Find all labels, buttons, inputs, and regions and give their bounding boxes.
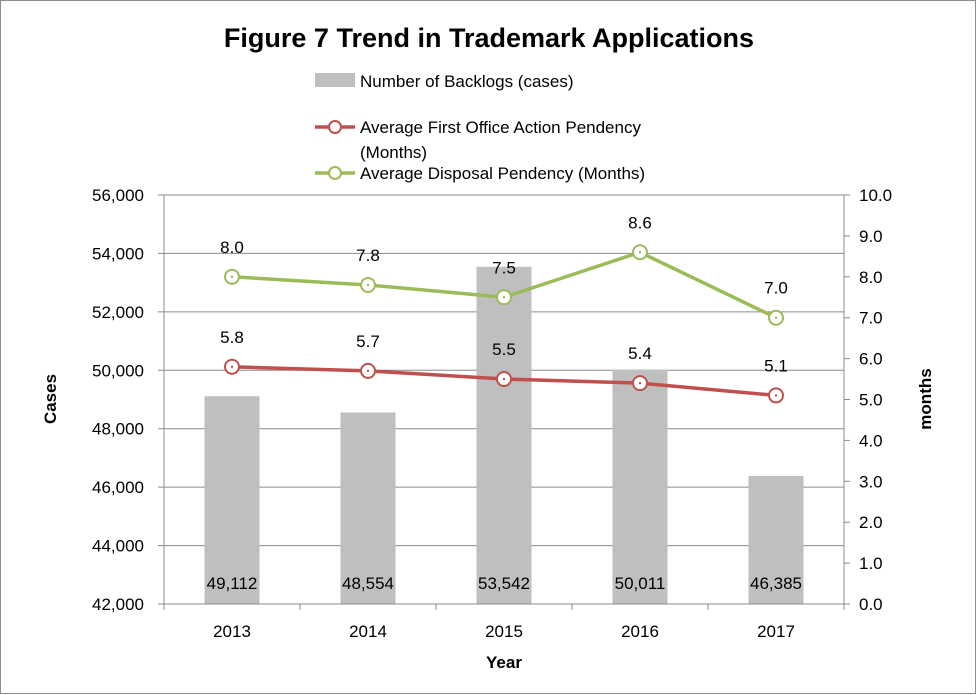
series-point-center bbox=[502, 296, 506, 299]
x-tick-label: 2016 bbox=[621, 622, 659, 641]
y-tick-label-left: 52,000 bbox=[92, 303, 144, 322]
legend-marker-disposal bbox=[328, 166, 342, 180]
line-value-label: 5.5 bbox=[492, 340, 516, 359]
x-tick-label: 2014 bbox=[349, 622, 387, 641]
y-tick-label-right: 4.0 bbox=[859, 431, 883, 450]
series-lines bbox=[224, 244, 784, 404]
bar bbox=[748, 475, 804, 604]
y-tick-label-left: 44,000 bbox=[92, 537, 144, 556]
line-value-label: 7.0 bbox=[764, 279, 788, 298]
series-point-center bbox=[366, 283, 370, 287]
bar bbox=[204, 396, 260, 604]
bar bbox=[340, 412, 396, 604]
y-tick-label-right: 2.0 bbox=[859, 513, 883, 532]
series-point-center bbox=[502, 377, 506, 381]
chart-title: Figure 7 Trend in Trademark Applications bbox=[224, 23, 754, 53]
y-tick-label-right: 10.0 bbox=[859, 186, 892, 205]
bars bbox=[204, 266, 804, 604]
series-point-center bbox=[366, 369, 370, 373]
legend-label-disposal: Average Disposal Pendency (Months) bbox=[360, 164, 645, 183]
y-tick-label-right: 1.0 bbox=[859, 554, 883, 573]
axes: 42,000 44,000 46,000 48,000 50,000 52,000 54,0… bbox=[92, 186, 892, 641]
line-value-label: 5.8 bbox=[220, 328, 244, 347]
line-value-label: 8.0 bbox=[220, 238, 244, 257]
y-tick-label-right: 3.0 bbox=[859, 472, 883, 491]
series-point-center bbox=[638, 381, 642, 385]
y-axis-title-right: months bbox=[916, 368, 935, 429]
bar-value-label: 48,554 bbox=[342, 574, 394, 593]
y-tick-label-left: 48,000 bbox=[92, 420, 144, 439]
bar-value-label: 46,385 bbox=[750, 574, 802, 593]
y-tick-label-right: 5.0 bbox=[859, 391, 883, 410]
line-value-label: 7.8 bbox=[356, 246, 380, 265]
line-value-label: 5.7 bbox=[356, 332, 380, 351]
bar-value-label: 53,542 bbox=[478, 574, 530, 593]
series-point-center bbox=[230, 275, 234, 278]
line-value-label: 5.4 bbox=[628, 344, 652, 363]
series-point-center bbox=[230, 365, 234, 368]
y-tick-label-left: 54,000 bbox=[92, 244, 144, 263]
y-tick-label-left: 42,000 bbox=[92, 595, 144, 614]
data-labels: 49,112 48,554 53,542 50,011 46,385 5.8 5.7 5.5 5… bbox=[207, 213, 802, 593]
y-tick-label-right: 7.0 bbox=[859, 309, 883, 328]
y-tick-label-left: 56,000 bbox=[92, 186, 144, 205]
y-axis-title-left: Cases bbox=[41, 374, 60, 424]
x-axis-title: Year bbox=[486, 653, 522, 672]
bar-value-label: 50,011 bbox=[615, 574, 666, 593]
series-point-center bbox=[774, 316, 778, 319]
x-tick-label: 2013 bbox=[213, 622, 251, 641]
bar bbox=[612, 369, 668, 604]
line-value-label: 5.1 bbox=[764, 356, 788, 375]
line-value-label: 8.6 bbox=[628, 213, 652, 232]
y-tick-label-right: 6.0 bbox=[859, 350, 883, 369]
legend: Number of Backlogs (cases) Average First… bbox=[315, 72, 645, 183]
y-tick-label-right: 0.0 bbox=[859, 595, 883, 614]
legend-label-backlogs: Number of Backlogs (cases) bbox=[360, 72, 574, 91]
legend-label-first-action-line2: (Months) bbox=[360, 143, 427, 162]
series-point-center bbox=[774, 394, 778, 397]
legend-marker-first-action bbox=[328, 120, 342, 134]
y-tick-label-right: 9.0 bbox=[859, 227, 883, 246]
y-tick-label-left: 50,000 bbox=[92, 361, 144, 380]
y-tick-label-left: 46,000 bbox=[92, 478, 144, 497]
legend-swatch-backlogs bbox=[315, 73, 355, 87]
y-tick-label-right: 8.0 bbox=[859, 268, 883, 287]
x-tick-label: 2017 bbox=[757, 622, 795, 641]
bar bbox=[476, 266, 532, 604]
line-value-label: 7.5 bbox=[492, 258, 516, 277]
x-tick-label: 2015 bbox=[485, 622, 523, 641]
legend-label-first-action-line1: Average First Office Action Pendency bbox=[360, 118, 641, 137]
bar-value-label: 49,112 bbox=[207, 574, 258, 593]
series-point-center bbox=[638, 251, 642, 254]
